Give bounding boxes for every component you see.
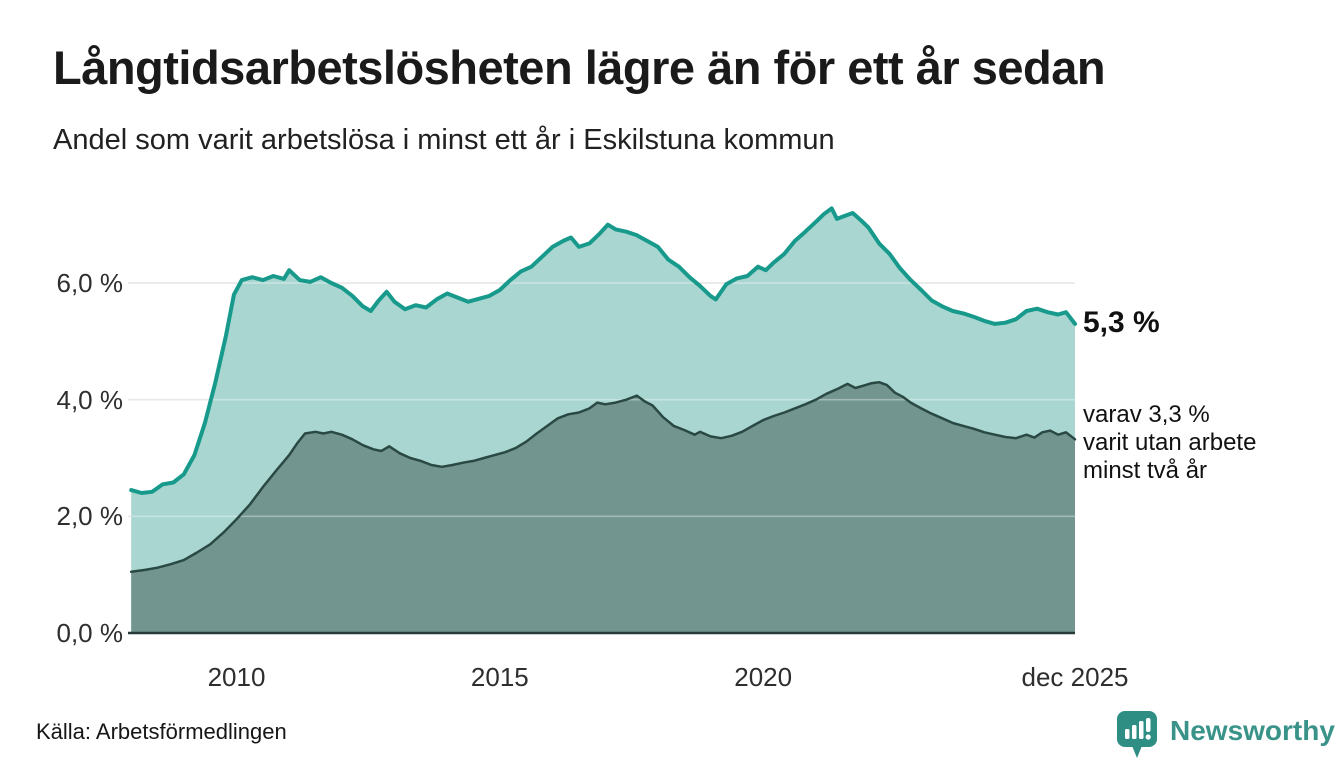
x-axis-tick-label: 2020 [734,662,793,692]
latest-value-label: 5,3 % [1083,306,1160,339]
brand-name: Newsworthy [1170,715,1335,746]
secondary-value-line: minst två år [1083,457,1208,484]
secondary-value-line: varav 3,3 % [1083,401,1210,428]
secondary-value-line: varit utan arbete [1083,429,1257,456]
newsworthy-icon [1117,711,1157,758]
area-min-two-years [131,382,1075,633]
y-axis-tick-label: 4,0 % [56,384,124,415]
x-axis-tick-label: 2015 [470,662,529,692]
chart-title: Långtidsarbetslösheten lägre än för ett … [53,41,1106,94]
y-axis-tick-label: 2,0 % [56,501,124,532]
brand-logo: Newsworthy [1116,710,1335,760]
source-caption: Källa: Arbetsförmedlingen [36,719,287,744]
x-axis-tick-label: dec 2025 [1021,662,1129,692]
x-axis-tick-label: 2010 [207,662,266,692]
line-min-one-year [129,206,1077,495]
line-min-two-years [129,380,1077,574]
chart-subtitle: Andel som varit arbetslösa i minst ett å… [53,124,835,156]
y-axis-tick-label: 6,0 % [56,268,124,299]
secondary-value-label: varav 3,3 % varit utan arbete minst två … [1083,401,1256,485]
y-axis-tick-label: 0,0 % [56,618,124,648]
